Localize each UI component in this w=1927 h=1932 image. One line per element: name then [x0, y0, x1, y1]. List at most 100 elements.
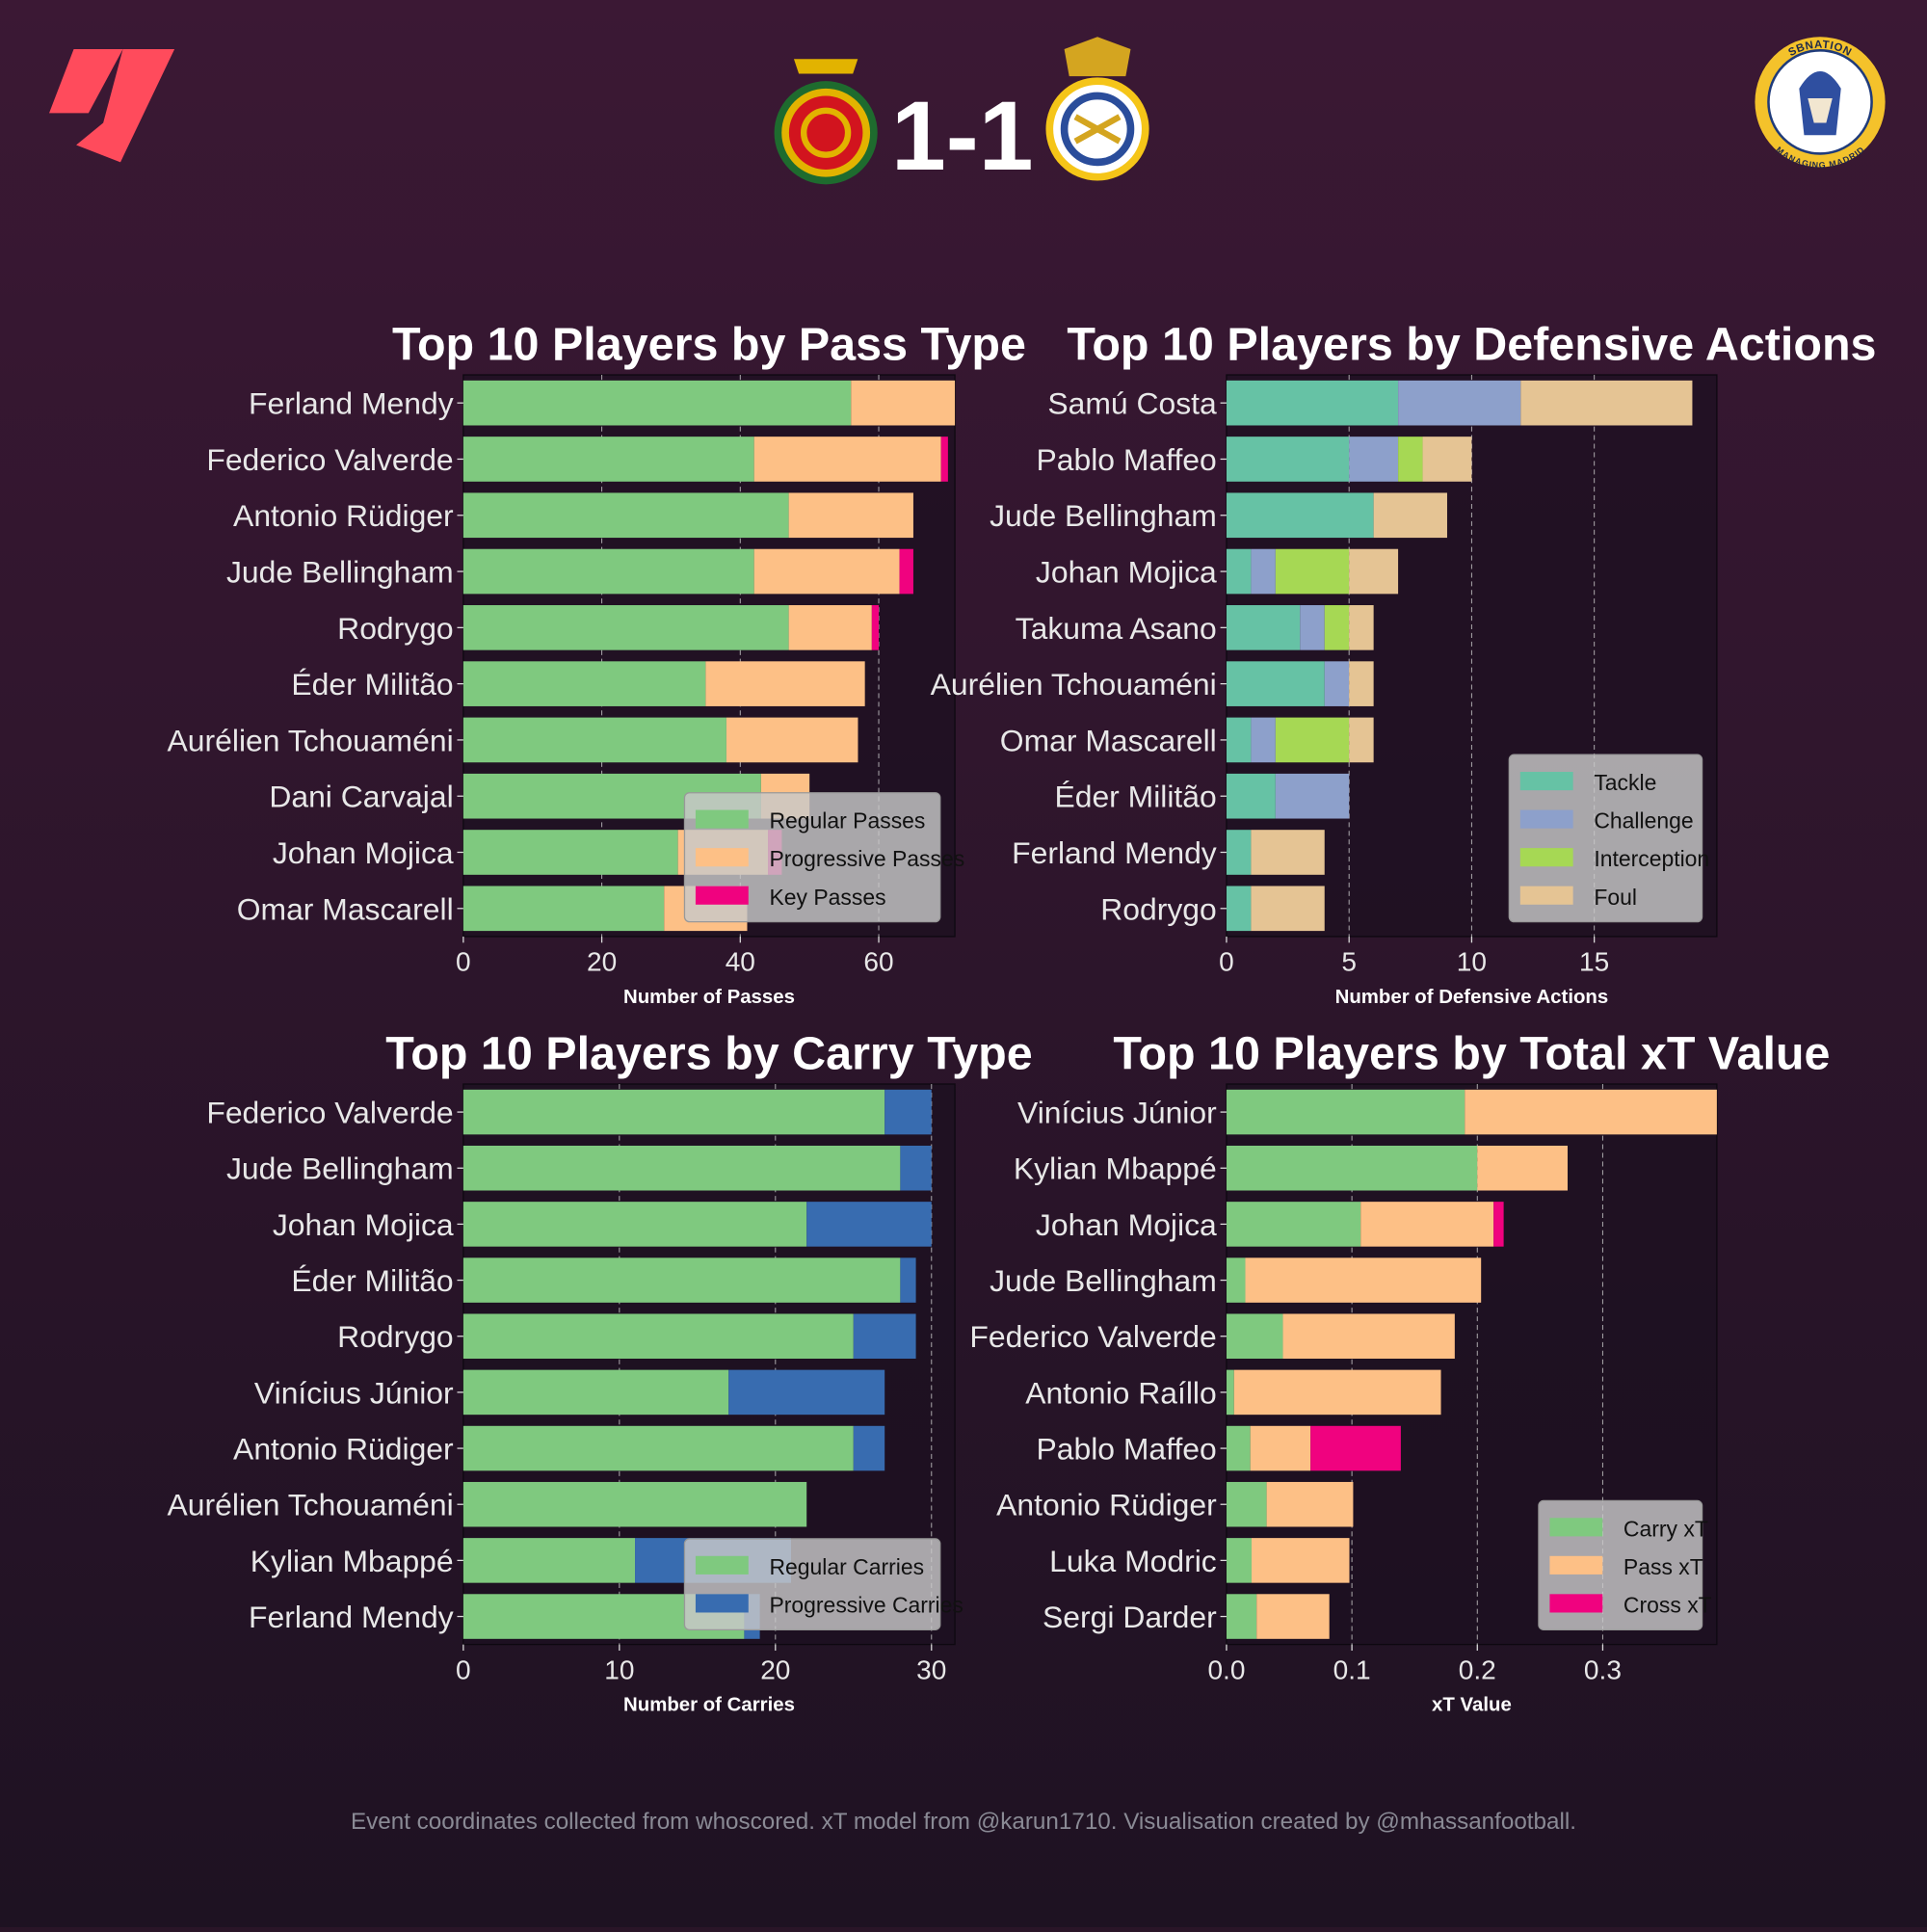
category-label: Samú Costa: [1047, 386, 1217, 421]
category-label: Johan Mojica: [273, 835, 454, 870]
chart-title: Top 10 Players by Total xT Value: [1113, 1028, 1830, 1080]
bar-regular-carries: [462, 1425, 854, 1471]
legend-swatch: [1519, 809, 1573, 829]
bar-progressive-carries: [900, 1145, 932, 1191]
category-label: Aurélien Tchouaméni: [931, 667, 1217, 701]
x-tick-label: 0.1: [1333, 1654, 1371, 1684]
bar-carry-xt: [1226, 1202, 1361, 1247]
legend-swatch: [1549, 1594, 1603, 1613]
bar-interception: [1398, 437, 1423, 482]
bar-tackle: [1226, 492, 1374, 539]
chart-3: Top 10 Players by Carry Type 0 10 20 30 Numbe…: [168, 1028, 1033, 1716]
bar-regular-passes: [462, 830, 678, 875]
bar-tackle: [1226, 830, 1252, 875]
legend-swatch: [1519, 886, 1573, 905]
legend-box: [1508, 754, 1703, 923]
bar-pass-xt: [1245, 1257, 1482, 1303]
category-label: Dani Carvajal: [269, 780, 453, 814]
bar-challenge: [1324, 661, 1350, 706]
bar-foul: [1520, 380, 1693, 426]
bar-key-passes: [871, 605, 880, 650]
bar-regular-passes: [462, 605, 789, 650]
bar-interception: [1324, 605, 1350, 650]
bar-pass-xt: [1256, 1594, 1330, 1639]
bar-regular-carries: [462, 1369, 729, 1416]
bar-regular-carries: [462, 1145, 901, 1191]
x-axis-label: Number of Passes: [623, 987, 795, 1008]
category-label: Kylian Mbappé: [251, 1544, 454, 1578]
bar-tackle: [1226, 548, 1252, 595]
legend-label: Key Passes: [769, 885, 885, 910]
x-tick-label: 30: [916, 1654, 946, 1684]
bar-regular-passes: [462, 548, 754, 595]
category-label: Jude Bellingham: [990, 1263, 1217, 1298]
legend-swatch: [1519, 848, 1573, 867]
bar-progressive-carries: [853, 1425, 885, 1471]
x-tick-label: 10: [1457, 947, 1487, 977]
x-tick-label: 15: [1579, 947, 1609, 977]
bar-progressive-carries: [853, 1313, 916, 1359]
category-label: Ferland Mendy: [249, 1600, 454, 1634]
bar-regular-passes: [462, 437, 754, 482]
bar-cross-xt: [1493, 1202, 1504, 1247]
bar-regular-passes: [462, 661, 706, 706]
legend-swatch: [695, 886, 749, 905]
bar-pass-xt: [1360, 1202, 1494, 1247]
x-tick-label: 0.0: [1207, 1654, 1245, 1684]
legend-label: Regular Passes: [769, 808, 925, 834]
bar-interception: [1275, 548, 1350, 595]
bar-progressive-passes: [851, 380, 956, 426]
legend: Carry xT Pass xT Cross xT: [1538, 1499, 1712, 1630]
bar-progressive-carries: [728, 1369, 885, 1416]
legend-label: Carry xT: [1623, 1516, 1708, 1541]
legend-label: Pass xT: [1623, 1554, 1703, 1579]
bar-carry-xt: [1226, 1369, 1234, 1416]
bar-tackle: [1226, 773, 1276, 819]
bar-carry-xt: [1226, 1313, 1283, 1359]
bar-carry-xt: [1226, 1481, 1267, 1527]
category-label: Rodrygo: [337, 611, 453, 646]
bar-foul: [1422, 437, 1472, 482]
bar-pass-xt: [1251, 1538, 1350, 1583]
legend: Tackle Challenge Interception Foul: [1508, 754, 1709, 923]
bar-progressive-carries: [900, 1257, 916, 1303]
bar-challenge: [1251, 548, 1276, 595]
category-label: Antonio Rüdiger: [233, 498, 454, 533]
legend-swatch: [695, 1555, 749, 1575]
legend-label: Interception: [1594, 846, 1709, 871]
bar-tackle: [1226, 605, 1301, 650]
bar-pass-xt: [1250, 1425, 1311, 1471]
bar-pass-xt: [1477, 1145, 1568, 1191]
bar-carry-xt: [1226, 1257, 1246, 1303]
category-label: Johan Mojica: [273, 1207, 454, 1242]
category-label: Omar Mascarell: [1000, 723, 1217, 757]
bar-tackle: [1226, 661, 1325, 706]
bar-carry-xt: [1226, 1089, 1465, 1135]
category-label: Luka Modric: [1049, 1544, 1217, 1578]
legend-label: Cross xT: [1623, 1592, 1712, 1617]
bar-progressive-passes: [705, 661, 865, 706]
x-axis-label: Number of Carries: [623, 1695, 795, 1716]
category-label: Antonio Rüdiger: [996, 1488, 1217, 1522]
bar-progressive-carries: [884, 1089, 932, 1135]
bar-challenge: [1300, 605, 1325, 650]
bar-challenge: [1251, 717, 1276, 763]
legend-swatch: [695, 1594, 749, 1613]
category-label: Omar Mascarell: [237, 891, 454, 926]
bar-cross-xt: [1310, 1425, 1401, 1471]
bar-interception: [1275, 717, 1350, 763]
match-score: 1-1: [891, 81, 1033, 191]
bar-foul: [1251, 886, 1325, 932]
bar-pass-xt: [1266, 1481, 1354, 1527]
legend-label: Challenge: [1594, 808, 1693, 834]
category-label: Pablo Maffeo: [1037, 442, 1217, 477]
category-label: Éder Militão: [1054, 780, 1216, 814]
x-axis-label: xT Value: [1432, 1695, 1512, 1716]
legend: Regular Carries Progressive Carries: [683, 1538, 964, 1630]
bar-regular-passes: [462, 886, 665, 932]
bar-progressive-passes: [753, 437, 941, 482]
bar-tackle: [1226, 717, 1252, 763]
category-label: Vinícius Júnior: [254, 1375, 454, 1410]
category-label: Kylian Mbappé: [1014, 1151, 1217, 1186]
x-tick-label: 60: [863, 947, 893, 977]
